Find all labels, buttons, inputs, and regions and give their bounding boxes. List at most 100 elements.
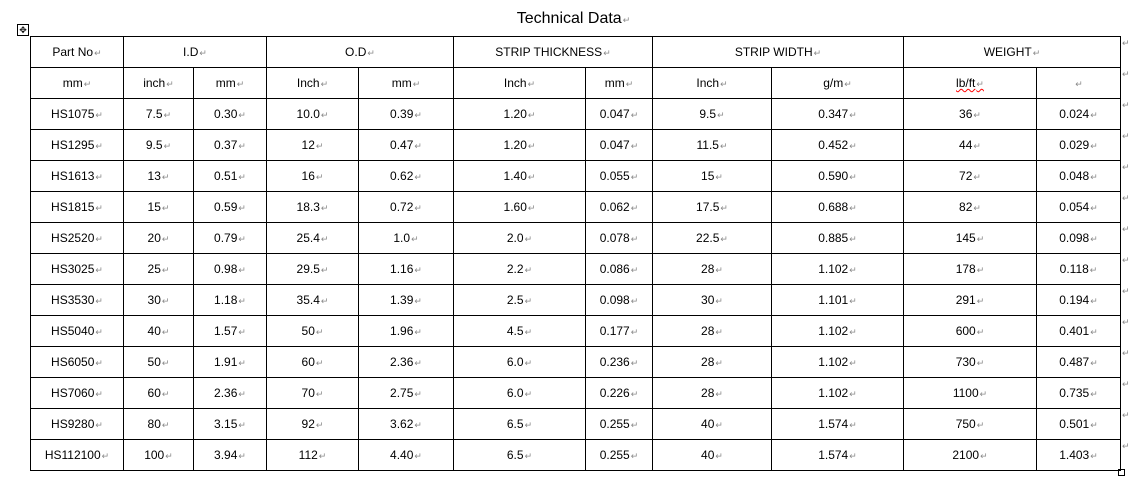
table-cell: 1.40 [453,160,586,192]
table-cell-text: 29.5 [297,262,329,276]
table-cell-text: 2.5 [507,293,532,307]
table-cell-text: 9.5 [146,138,171,152]
table-cell-text: 3.15 [214,417,246,431]
table-cell: 0.054 [1036,191,1121,223]
table-cell: 7.5 [123,98,194,130]
table-cell: 13 [123,160,194,192]
table-cell: 40 [123,315,194,347]
unit-header-cell [1036,67,1121,99]
table-cell-text: 2.0 [507,231,532,245]
part-number-cell-text: HS1075 [51,107,103,121]
table-cell: 6.5 [453,439,586,471]
table-cell: 6.0 [453,346,586,378]
table-cell: 12 [266,129,359,161]
table-cell-text: 35.4 [297,293,329,307]
table-cell: 82 [903,191,1037,223]
table-cell-text: 1.57 [214,324,246,338]
table-cell: 1.574 [771,408,904,440]
table-cell: 0.118 [1036,253,1121,285]
table-cell-text: 40 [701,417,723,431]
table-cell: 0.086 [585,253,653,285]
table-cell: 15 [652,160,772,192]
table-cell: 730 [903,346,1037,378]
header-group-cell: STRIP THICKNESS [453,36,653,68]
table-cell-text: 1.574 [818,417,857,431]
table-cell: 0.047 [585,98,653,130]
header-group-cell: STRIP WIDTH [652,36,904,68]
part-number-cell: HS1613 [30,160,124,192]
table-row: HS6050 50 1.91 60 2.36 6.0 0.236 28 1.102 730 0.48… [30,346,1121,378]
table-cell-text: 100 [144,448,173,462]
table-cell: 0.51 [193,160,267,192]
table-cell-text: 12 [302,138,324,152]
table-cell-text: 1.20 [504,107,536,121]
table-cell: 40 [652,439,772,471]
header-group-row: Part No I.D O.D STRIP THICKNESS STRIP WIDTH W… [30,36,1121,68]
table-cell-text: 0.735 [1059,386,1098,400]
table-cell: 1.39 [358,284,454,316]
table-cell: 3.62 [358,408,454,440]
table-cell: 2.75 [358,377,454,409]
table-cell: 50 [266,315,359,347]
table-row: HS3530 30 1.18 35.4 1.39 2.5 0.098 30 1.101 291 0.… [30,284,1121,316]
table-cell-text: 0.401 [1059,324,1098,338]
table-resize-handle[interactable] [1118,469,1125,476]
table-cell: 0.078 [585,222,653,254]
table-cell-text: 0.51 [214,169,246,183]
table-cell: 0.048 [1036,160,1121,192]
table-cell-text: 0.72 [390,200,422,214]
table-move-handle-icon[interactable]: ✥ [17,24,29,36]
unit-header-row: mm inch mm Inch mm Inch mm Inch g/m lb/ft [30,67,1121,99]
table-cell: 1100 [903,377,1037,409]
table-cell: 2.0 [453,222,586,254]
table-cell: 0.72 [358,191,454,223]
table-cell-text: 1.18 [214,293,246,307]
table-cell: 0.255 [585,408,653,440]
table-cell: 10.0 [266,98,359,130]
table-cell-text: 1.574 [818,448,857,462]
table-cell-text: 1100 [953,386,987,400]
part-number-cell-text: HS1815 [51,200,103,214]
table-cell-text: 1.40 [504,169,536,183]
table-cell-text: 0.255 [600,448,639,462]
table-cell-text: 1.96 [390,324,422,338]
table-cell-text: 18.3 [297,200,329,214]
table-cell: 15 [123,191,194,223]
table-cell: 2.2 [453,253,586,285]
table-cell: 0.347 [771,98,904,130]
header-group-cell: O.D [266,36,454,68]
part-number-cell-text: HS6050 [51,355,103,369]
row-end-mark: ↵ [1122,224,1130,234]
table-cell-text: 0.487 [1059,355,1098,369]
table-cell-text: 44 [959,138,981,152]
header-group-cell: WEIGHT [903,36,1121,68]
part-number-cell-text: HS7060 [51,386,103,400]
table-cell: 80 [123,408,194,440]
table-cell: 0.37 [193,129,267,161]
row-end-mark: ↵ [1122,100,1130,110]
table-cell: 6.5 [453,408,586,440]
table-cell-text: 1.102 [818,355,857,369]
table-cell: 0.98 [193,253,267,285]
table-cell-text: 28 [701,262,723,276]
table-row: HS1295 9.5 0.37 12 0.47 1.20 0.047 11.5 0.452 44 0… [30,129,1121,161]
part-number-cell-text: HS2520 [51,231,103,245]
header-group-cell-text: I.D [183,45,207,59]
table-row: HS7060 60 2.36 70 2.75 6.0 0.226 28 1.102 1100 0.7… [30,377,1121,409]
table-cell-text: 0.047 [600,107,639,121]
table-cell: 0.226 [585,377,653,409]
table-cell-text: 1.39 [390,293,422,307]
unit-header-cell-text: lb/ft [956,76,984,90]
table-cell-text: 22.5 [696,231,728,245]
table-cell-text: 0.062 [600,200,639,214]
row-end-mark: ↵ [1122,69,1130,79]
table-cell-text: 6.0 [507,386,532,400]
table-cell: 1.57 [193,315,267,347]
table-cell: 291 [903,284,1037,316]
table-cell: 0.098 [585,284,653,316]
table-cell: 44 [903,129,1037,161]
table-cell: 0.39 [358,98,454,130]
table-row: HS5040 40 1.57 50 1.96 4.5 0.177 28 1.102 600 0.40… [30,315,1121,347]
table-cell: 0.401 [1036,315,1121,347]
table-cell: 750 [903,408,1037,440]
